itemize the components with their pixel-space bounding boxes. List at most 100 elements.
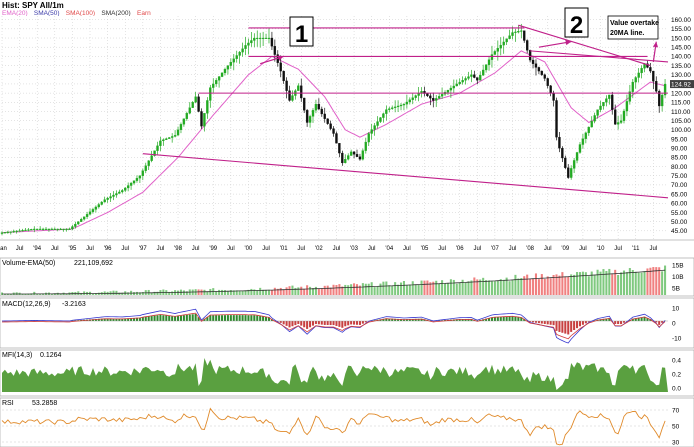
candle-body — [206, 100, 209, 114]
macd-hist-bar — [156, 315, 159, 321]
x-tick-label: Jul — [544, 246, 552, 252]
candle-body — [408, 99, 411, 103]
candle-body — [153, 150, 156, 156]
macd-hist-bar — [622, 321, 626, 323]
candle-body — [561, 148, 564, 159]
candle-body — [631, 81, 634, 92]
volume-bar — [24, 293, 27, 295]
marker-1-frame — [289, 16, 314, 47]
candle-body — [619, 120, 623, 123]
macd-hist-bar — [655, 321, 658, 323]
macd-hist-bar — [593, 320, 596, 321]
x-tick-label: Jul — [579, 246, 587, 252]
volume-bar — [329, 287, 332, 295]
candle-body — [523, 30, 526, 41]
macd-hist-bar — [323, 321, 326, 325]
candle-body — [121, 190, 124, 193]
candle-body — [458, 81, 461, 85]
macd-hist-bar — [177, 316, 180, 321]
candle-body — [517, 31, 520, 33]
rsi-panel[interactable]: RSI 53.2858 70 50 30 — [0, 397, 694, 447]
macd-hist-bar — [490, 317, 493, 321]
candle-body — [511, 32, 514, 36]
macd-hist-bar — [332, 321, 335, 326]
macd-hist-bar — [584, 321, 587, 324]
candle-body — [308, 116, 312, 123]
candle-body — [282, 70, 285, 82]
macd-readout: -3.2163 — [62, 301, 86, 308]
macd-hist-bar — [508, 316, 511, 321]
candle-body — [514, 31, 517, 33]
volume-bar — [511, 279, 514, 295]
macd-hist-bar — [634, 318, 637, 321]
volume-bar — [355, 284, 359, 295]
x-tick-label: Jul — [86, 246, 94, 252]
volume-bar — [470, 280, 473, 295]
volume-bar — [206, 291, 209, 295]
candle-body — [479, 74, 482, 81]
x-tick-label: Jul — [438, 246, 446, 252]
volume-bar — [311, 288, 315, 295]
x-tick-label: Jan — [0, 246, 7, 252]
macd-hist-bar — [185, 314, 188, 321]
volume-bar — [622, 270, 626, 295]
macd-hist-bar — [561, 321, 564, 333]
macd-hist-bar — [288, 321, 291, 328]
candle-body — [209, 87, 212, 101]
candle-body — [379, 117, 382, 122]
macd-hist-bar — [106, 318, 109, 321]
volume-bar — [576, 272, 579, 295]
candle-body — [314, 103, 318, 111]
volume-bar — [537, 279, 540, 295]
x-tick-label: '07 — [491, 246, 499, 252]
volume-bar — [221, 289, 224, 295]
candle-body — [103, 199, 106, 203]
macd-histogram — [3, 313, 667, 335]
macd-hist-bar — [267, 317, 271, 321]
candle-body — [6, 231, 10, 233]
volume-bar — [376, 286, 379, 295]
ema20-polyline — [1, 50, 666, 234]
volume-bar — [496, 280, 499, 295]
candle-body — [247, 42, 250, 46]
x-tick-label: '94 — [33, 246, 41, 252]
volume-bar — [479, 279, 482, 295]
macd-hist-bar — [414, 318, 417, 321]
volume-ema-line — [2, 269, 666, 295]
candle-body — [614, 109, 617, 125]
macd-hist-bar — [534, 321, 538, 323]
x-tick-label: Jul — [649, 246, 657, 252]
macd-hist-bar — [320, 321, 323, 325]
price-panel[interactable]: 45.00 50.00 55.00 60.00 65.00 70.00 75.00 80.00… — [0, 16, 694, 240]
macd-hist-bar — [511, 316, 514, 321]
candle-body — [241, 48, 244, 53]
volume-bar — [36, 293, 39, 295]
volume-panel[interactable]: Volume-EMA(50) 221,109,692 15B 10B 5B — [0, 257, 694, 297]
candle-body — [68, 228, 71, 230]
candle-body — [88, 211, 92, 215]
volume-bar — [273, 287, 276, 295]
mfi-panel[interactable]: MFI(14,3) 0.1264 0.4 0.2 0.0 — [0, 349, 694, 397]
candle-body — [358, 156, 362, 160]
macd-hist-bar — [232, 315, 235, 321]
macd-hist-bar — [194, 313, 197, 321]
x-tick-label: '00 — [245, 246, 253, 252]
volume-bar — [394, 282, 397, 295]
macd-panel[interactable]: MACD(12,26,9) -3.2163 10 0 -10 — [0, 297, 694, 349]
volume-bar — [599, 271, 602, 295]
legend-item-0: EMA(20) — [2, 10, 28, 17]
volume-bar — [658, 267, 661, 295]
volume-bar — [441, 280, 444, 295]
volume-bar — [408, 284, 411, 295]
volume-bar — [297, 287, 300, 295]
candle-body — [112, 194, 115, 197]
volume-bar — [367, 283, 370, 295]
volume-bar — [482, 277, 485, 295]
candle-body — [82, 216, 86, 220]
y-tick-label: 150.00 — [671, 35, 691, 42]
macd-hist-bar — [132, 318, 136, 321]
volume-bar — [397, 284, 400, 295]
rsi-line — [1, 407, 668, 446]
volume-bar — [132, 292, 136, 295]
macd-hist-bar — [141, 317, 144, 321]
